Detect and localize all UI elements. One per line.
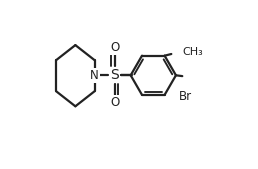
Text: O: O bbox=[110, 96, 119, 110]
Text: CH₃: CH₃ bbox=[183, 47, 203, 57]
Text: Br: Br bbox=[179, 90, 192, 103]
Text: O: O bbox=[110, 41, 119, 54]
Text: N: N bbox=[90, 69, 99, 82]
Text: S: S bbox=[110, 68, 119, 82]
